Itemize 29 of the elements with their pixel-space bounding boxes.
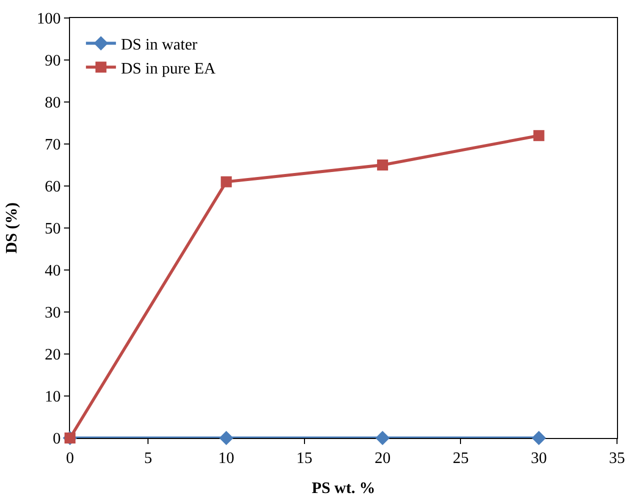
x-axis-title: PS wt. % xyxy=(312,480,376,497)
y-tick-label: 40 xyxy=(44,262,61,280)
x-tick-label: 5 xyxy=(144,450,152,468)
x-tick-label: 15 xyxy=(296,450,312,468)
x-tick-label: 25 xyxy=(452,450,469,468)
y-tick-label: 100 xyxy=(36,10,61,28)
y-axis-title: DS (%) xyxy=(4,202,21,254)
y-tick-label: 0 xyxy=(52,430,61,448)
x-tick-label: 30 xyxy=(530,450,547,468)
y-tick-label: 60 xyxy=(44,178,61,196)
y-tick-label: 80 xyxy=(44,94,61,112)
x-tick-label: 0 xyxy=(66,450,74,468)
y-tick-label: 90 xyxy=(44,52,61,70)
point xyxy=(532,430,546,446)
legend-label: DS in pure EA xyxy=(120,60,216,78)
y-tick-label: 20 xyxy=(44,346,61,364)
point xyxy=(219,430,234,446)
x-tick-label: 35 xyxy=(609,450,625,468)
y-tick-label: 50 xyxy=(44,220,61,238)
point xyxy=(377,160,388,170)
y-tick-label: 10 xyxy=(44,388,61,406)
point xyxy=(220,176,232,188)
legend-label: DS in water xyxy=(120,36,198,54)
point xyxy=(375,430,390,446)
y-tick-label: 70 xyxy=(44,136,61,154)
x-tick-label: 10 xyxy=(218,450,234,468)
point xyxy=(533,130,544,142)
x-tick-label: 20 xyxy=(374,450,391,468)
y-tick-label: 30 xyxy=(44,304,61,322)
